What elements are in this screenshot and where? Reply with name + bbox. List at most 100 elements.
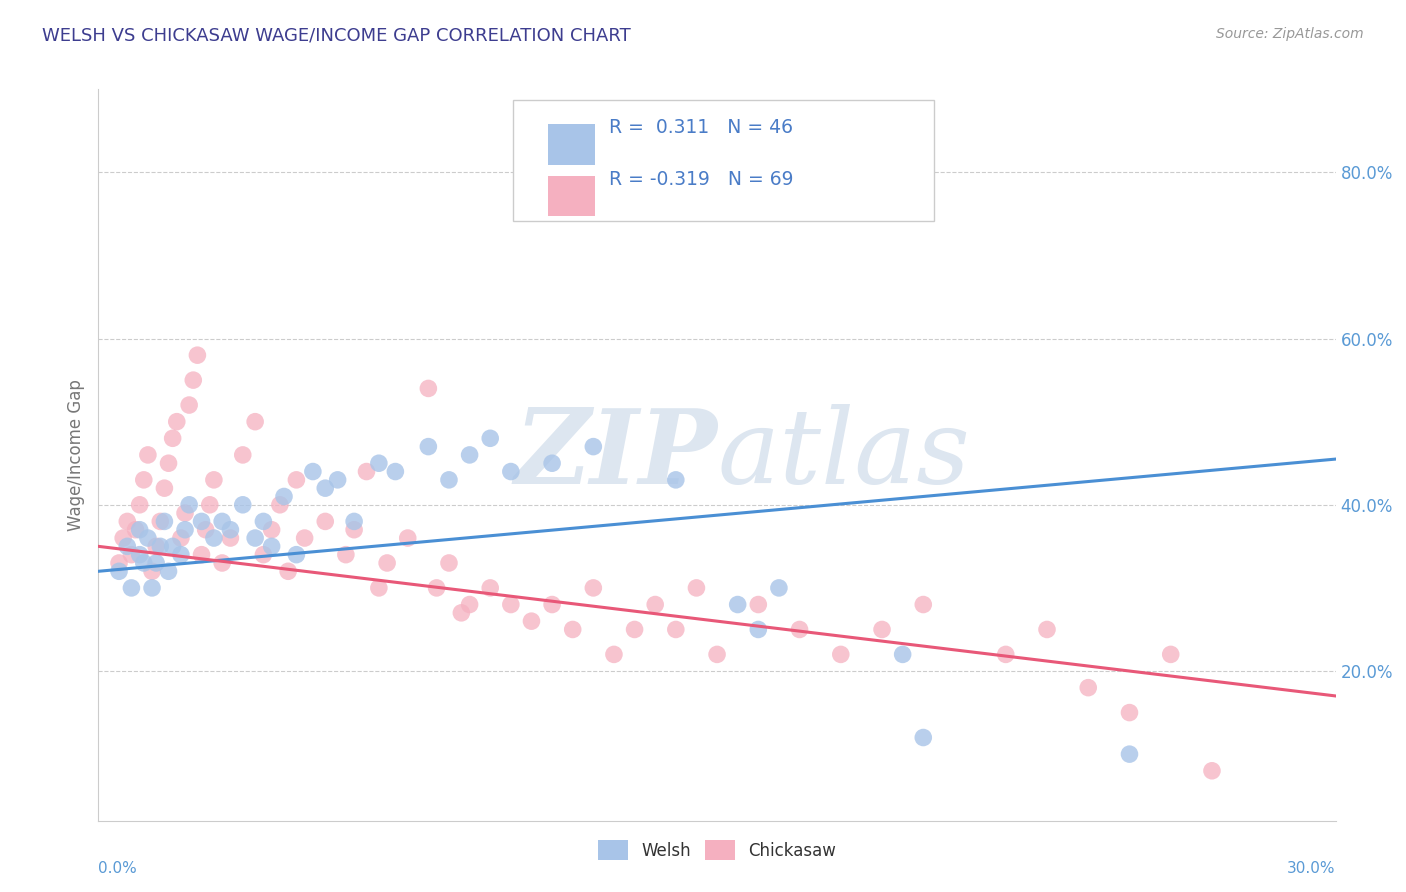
Point: [326, 473, 349, 487]
Text: WELSH VS CHICKASAW WAGE/INCOME GAP CORRELATION CHART: WELSH VS CHICKASAW WAGE/INCOME GAP CORRE…: [42, 27, 631, 45]
Point: [665, 623, 688, 637]
Point: [128, 523, 150, 537]
Point: [1036, 623, 1059, 637]
Point: [136, 448, 159, 462]
Point: [367, 581, 389, 595]
Point: [541, 598, 564, 612]
Point: [120, 581, 142, 595]
Point: [458, 598, 481, 612]
Point: [153, 515, 176, 529]
Point: [179, 498, 201, 512]
Point: [162, 431, 184, 445]
Text: 0.0%: 0.0%: [98, 861, 138, 876]
Point: [603, 648, 626, 662]
Point: [269, 498, 291, 512]
Point: [912, 731, 935, 745]
Point: [727, 598, 749, 612]
Point: [277, 564, 299, 578]
Point: [219, 531, 242, 545]
Point: [145, 539, 167, 553]
Point: [830, 648, 852, 662]
Point: [335, 548, 357, 562]
Point: [994, 648, 1017, 662]
Point: [219, 523, 242, 537]
Point: [479, 581, 502, 595]
Text: ZIP: ZIP: [515, 404, 717, 506]
Point: [174, 506, 197, 520]
Point: [124, 523, 146, 537]
Point: [202, 531, 225, 545]
Point: [211, 515, 233, 529]
Point: [1201, 764, 1223, 778]
Point: [561, 623, 583, 637]
Point: [149, 515, 172, 529]
Point: [120, 548, 142, 562]
Point: [458, 448, 481, 462]
Point: [260, 523, 283, 537]
Point: [145, 556, 167, 570]
Point: [243, 415, 266, 429]
Point: [194, 523, 217, 537]
Point: [252, 548, 274, 562]
Point: [181, 373, 204, 387]
Point: [314, 481, 336, 495]
Point: [162, 539, 184, 553]
Point: [128, 498, 150, 512]
Point: [232, 448, 254, 462]
Point: [211, 556, 233, 570]
Point: [108, 556, 131, 570]
Point: [1160, 648, 1182, 662]
Point: [285, 473, 308, 487]
Text: atlas: atlas: [717, 404, 970, 506]
Point: [644, 598, 666, 612]
FancyBboxPatch shape: [513, 100, 934, 221]
Point: [157, 456, 180, 470]
Point: [747, 598, 769, 612]
Point: [1118, 706, 1140, 720]
Point: [153, 481, 176, 495]
Point: [418, 440, 440, 454]
Point: [117, 515, 139, 529]
Point: [706, 648, 728, 662]
Point: [132, 556, 155, 570]
Point: [870, 623, 893, 637]
Point: [1118, 747, 1140, 761]
Point: [202, 473, 225, 487]
Point: [314, 515, 336, 529]
Point: [437, 556, 460, 570]
Point: [685, 581, 707, 595]
Point: [128, 548, 150, 562]
Point: [582, 581, 605, 595]
Point: [479, 431, 502, 445]
Point: [520, 614, 543, 628]
Point: [285, 548, 308, 562]
Point: [132, 473, 155, 487]
FancyBboxPatch shape: [547, 124, 595, 164]
Point: [302, 465, 325, 479]
Point: [912, 598, 935, 612]
Point: [260, 539, 283, 553]
Point: [367, 456, 389, 470]
Point: [273, 490, 295, 504]
Text: R =  0.311   N = 46: R = 0.311 N = 46: [609, 119, 793, 137]
Point: [418, 381, 440, 395]
Point: [252, 515, 274, 529]
Point: [186, 348, 208, 362]
Point: [426, 581, 449, 595]
Point: [174, 523, 197, 537]
Point: [108, 564, 131, 578]
Point: [157, 564, 180, 578]
FancyBboxPatch shape: [547, 176, 595, 216]
Point: [198, 498, 221, 512]
Point: [747, 623, 769, 637]
Text: R = -0.319   N = 69: R = -0.319 N = 69: [609, 169, 794, 189]
Point: [499, 465, 522, 479]
Legend: Welsh, Chickasaw: Welsh, Chickasaw: [592, 833, 842, 867]
Point: [375, 556, 398, 570]
Point: [356, 465, 378, 479]
Point: [1077, 681, 1099, 695]
Point: [789, 623, 811, 637]
Point: [768, 581, 790, 595]
Point: [166, 415, 188, 429]
Point: [294, 531, 316, 545]
